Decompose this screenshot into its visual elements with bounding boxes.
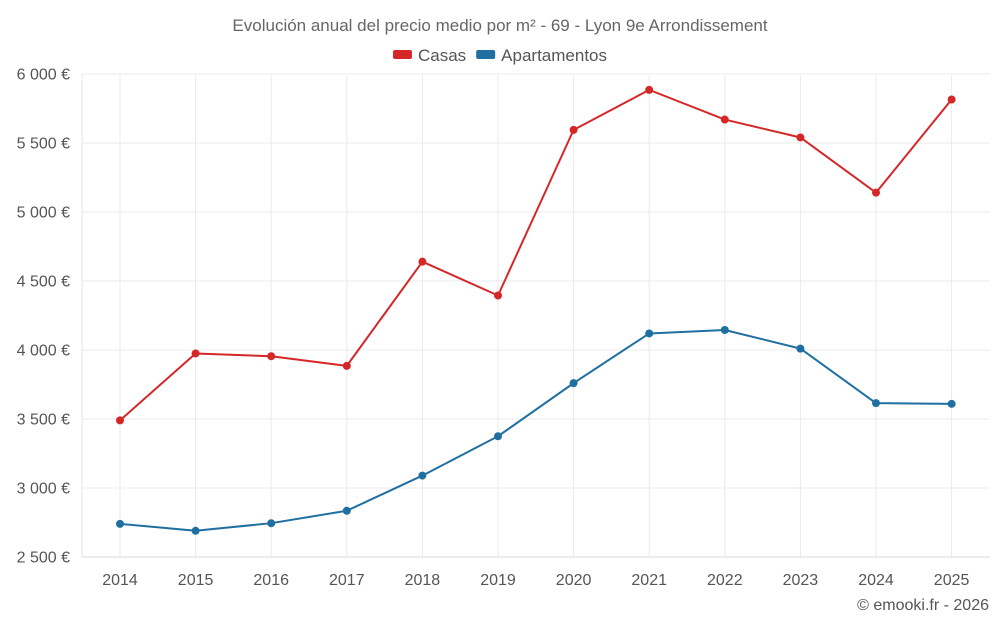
- x-tick-label: 2016: [253, 572, 289, 589]
- legend-swatch-apartamentos: [476, 50, 496, 59]
- x-tick-label: 2022: [707, 572, 743, 589]
- y-tick-label: 3 500 €: [17, 412, 70, 429]
- data-point-casas[interactable]: [267, 352, 276, 361]
- data-point-apartamentos[interactable]: [947, 399, 956, 408]
- y-tick-label: 4 000 €: [17, 343, 70, 360]
- x-tick-label: 2017: [329, 572, 365, 589]
- x-tick-label: 2024: [858, 572, 894, 589]
- data-point-apartamentos[interactable]: [872, 399, 880, 408]
- series-line-casas: [119, 88, 953, 422]
- y-axis: 2 500 € 3 000 € 3 500 € 4 000 € 4 500 € 5 000…: [17, 67, 70, 567]
- y-tick-label: 5 000 €: [17, 205, 70, 222]
- x-tick-label: 2023: [783, 572, 819, 589]
- y-tick-label: 5 500 €: [17, 136, 70, 153]
- gridlines: [81, 73, 990, 558]
- data-point-apartamentos[interactable]: [191, 526, 200, 535]
- data-point-casas[interactable]: [720, 115, 729, 124]
- data-point-casas[interactable]: [872, 188, 880, 197]
- data-point-casas[interactable]: [947, 95, 956, 104]
- data-point-casas[interactable]: [116, 416, 124, 425]
- series-line-apartamentos: [119, 328, 953, 532]
- y-tick-label: 6 000 €: [17, 67, 70, 84]
- series-layer: [116, 85, 956, 535]
- chart-title: Evolución anual del precio medio por m² …: [232, 16, 767, 35]
- data-point-casas[interactable]: [342, 361, 351, 370]
- data-point-casas[interactable]: [645, 85, 654, 94]
- data-point-apartamentos[interactable]: [645, 329, 654, 338]
- x-axis: 2014 2015 2016 2017 2018 2019 2020 2021 2022 2023…: [102, 572, 969, 589]
- x-tick-label: 2025: [934, 572, 970, 589]
- data-point-casas[interactable]: [418, 257, 427, 266]
- legend-label-casas: Casas: [418, 46, 466, 65]
- data-point-casas[interactable]: [191, 349, 200, 358]
- data-point-apartamentos[interactable]: [342, 506, 351, 515]
- data-point-casas[interactable]: [569, 125, 578, 134]
- data-point-apartamentos[interactable]: [116, 519, 124, 528]
- data-point-apartamentos[interactable]: [569, 379, 578, 388]
- legend-swatch-casas: [392, 50, 412, 59]
- data-point-apartamentos[interactable]: [418, 471, 427, 480]
- x-tick-label: 2019: [480, 572, 516, 589]
- y-tick-label: 4 500 €: [17, 274, 70, 291]
- legend: Casas Apartamentos: [392, 46, 607, 65]
- data-point-apartamentos[interactable]: [796, 344, 805, 353]
- legend-item-apartamentos[interactable]: Apartamentos: [476, 46, 607, 65]
- x-tick-label: 2018: [405, 572, 441, 589]
- data-point-apartamentos[interactable]: [267, 519, 276, 528]
- x-tick-label: 2021: [631, 572, 667, 589]
- x-tick-label: 2015: [178, 572, 214, 589]
- y-tick-label: 3 000 €: [17, 481, 70, 498]
- copyright-text: © emooki.fr - 2026: [857, 597, 989, 614]
- x-tick-label: 2020: [556, 572, 592, 589]
- data-point-apartamentos[interactable]: [720, 325, 729, 334]
- data-point-casas[interactable]: [796, 133, 805, 142]
- y-tick-label: 2 500 €: [17, 550, 70, 567]
- x-tick-label: 2014: [102, 572, 138, 589]
- data-point-apartamentos[interactable]: [494, 432, 502, 441]
- data-point-casas[interactable]: [494, 291, 502, 300]
- legend-item-casas[interactable]: Casas: [392, 46, 466, 65]
- legend-label-apartamentos: Apartamentos: [501, 46, 607, 65]
